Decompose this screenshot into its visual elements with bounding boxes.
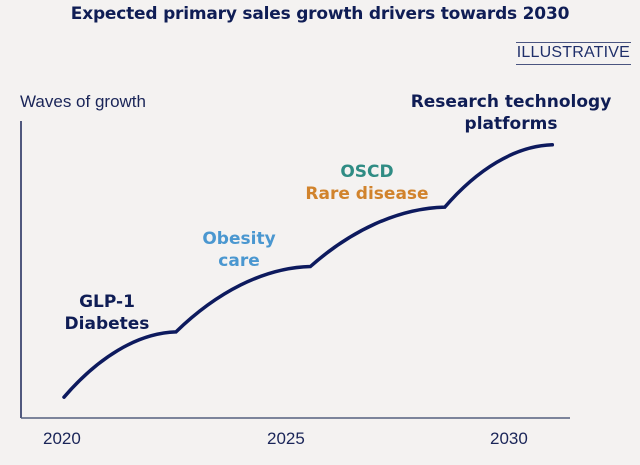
x-tick-2030: 2030 [490,429,528,448]
growth-line [62,143,555,399]
chart-title: Expected primary sales growth drivers to… [70,4,570,24]
annotation-line: OSCD [340,162,394,182]
annotation-obesity-care: Obesity care [184,228,294,272]
annotation-line: Rare disease [305,184,429,204]
annotation-line: Research technology [410,92,612,112]
annotation-oscd-rare-disease: OSCD Rare disease [300,161,434,205]
x-tick-2020: 2020 [43,429,81,448]
annotation-line: GLP-1 [79,292,135,312]
annotation-line: Obesity [202,229,276,249]
x-tick-2025: 2025 [267,429,305,448]
y-axis-label: Waves of growth [20,92,146,111]
annotation-line: care [218,251,260,271]
annotation-research-platforms: Research technology platforms [396,91,626,135]
annotation-line: Diabetes [64,314,150,334]
annotation-line: platforms [464,114,558,134]
illustrative-badge: ILLUSTRATIVE [515,42,631,65]
annotation-glp1-diabetes: GLP-1 Diabetes [52,291,162,335]
